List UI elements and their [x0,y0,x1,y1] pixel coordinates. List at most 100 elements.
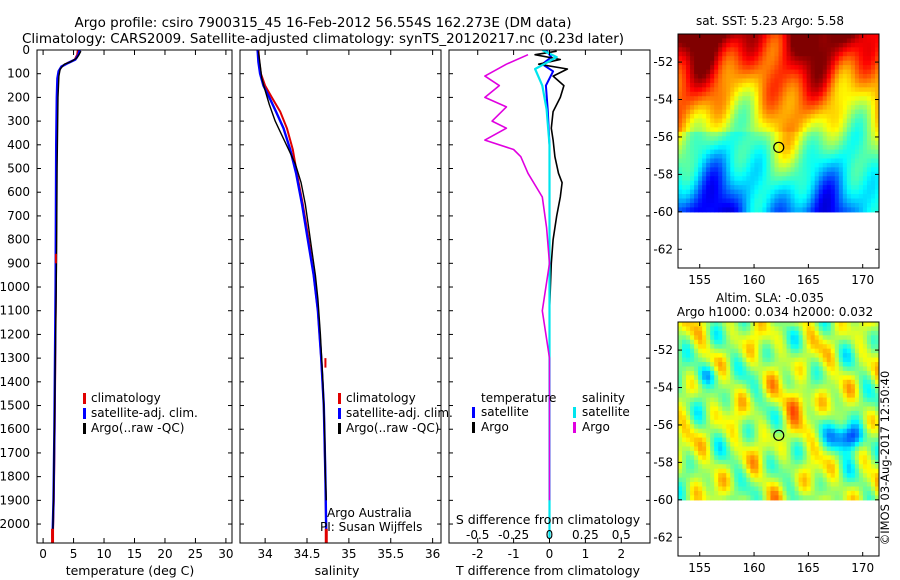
heatmap-cell [742,410,747,416]
heatmap-cell [790,194,796,200]
heatmap-cell [842,442,848,448]
heatmap-cell [690,34,695,40]
heatmap-cell [862,87,868,93]
heatmap-cell [706,202,711,208]
heatmap-cell [874,109,879,115]
heatmap-cell [734,38,739,44]
heatmap-cell [758,468,764,474]
heatmap-cell [710,495,715,501]
heatmap-cell [802,114,808,120]
heatmap-cell [874,176,879,182]
credit-team: Argo Australia [327,506,412,520]
heatmap-cell [798,51,804,57]
heatmap-cell [858,379,864,385]
heatmap-cell [730,446,735,452]
heatmap-cell [782,131,788,137]
heatmap-cell [834,202,840,208]
heatmap-cell [874,145,879,151]
heatmap-cell [686,375,691,381]
heatmap-cell [862,370,868,376]
heatmap-cell [678,176,683,182]
heatmap-cell [754,464,759,470]
heatmap-cell [686,393,691,399]
heatmap-cell [746,437,751,443]
heatmap-cell [798,114,804,120]
heatmap-cell [698,344,703,350]
heatmap-cell [838,406,844,412]
heatmap-cell [758,140,764,146]
heatmap-cell [754,388,759,394]
heatmap-cell [702,459,707,465]
heatmap-cell [854,154,860,160]
heatmap-cell [794,402,800,408]
heatmap-cell [730,428,735,434]
heatmap-cell [750,473,755,479]
heatmap-cell [730,490,735,496]
heatmap-cell [714,189,719,195]
heatmap-cell [726,384,731,390]
heatmap-cell [690,171,695,177]
heatmap-cell [858,482,864,488]
heatmap-cell [858,69,864,75]
heatmap-cell [702,428,707,434]
x-tick-label: 20 [157,547,172,561]
heatmap-cell [682,122,687,128]
heatmap-cell [798,194,804,200]
heatmap-cell [862,105,868,111]
heatmap-cell [858,34,864,40]
heatmap-cell [850,171,856,177]
heatmap-cell [834,339,840,345]
heatmap-cell [778,60,784,66]
heatmap-cell [830,162,836,168]
heatmap-cell [806,34,812,40]
heatmap-cell [726,202,731,208]
heatmap-cell [818,379,824,385]
heatmap-cell [698,370,703,376]
heatmap-cell [794,330,800,336]
heatmap-cell [734,109,739,115]
heatmap-cell [718,91,723,97]
heatmap-cell [778,82,784,88]
heatmap-cell [786,82,792,88]
heatmap-cell [682,176,687,182]
heatmap-cell [786,464,792,470]
heatmap-cell [678,42,683,48]
heatmap-cell [758,437,764,443]
heatmap-cell [830,145,836,151]
heatmap-cell [734,419,739,425]
heatmap-cell [682,473,687,479]
heatmap-cell [718,56,723,62]
heatmap-cell [826,322,832,328]
heatmap-cell [686,127,691,133]
heatmap-cell [774,473,780,479]
heatmap-cell [842,397,848,403]
heatmap-cell [806,486,812,492]
heatmap-cell [866,149,872,155]
heatmap-cell [826,167,832,173]
heatmap-cell [718,69,723,75]
heatmap-cell [810,437,816,443]
heatmap-cell [818,60,824,66]
heatmap-cell [834,459,840,465]
heatmap-cell [714,56,719,62]
heatmap-cell [858,424,864,430]
heatmap-cell [850,428,856,434]
heatmap-cell [798,149,804,155]
heatmap-cell [810,158,816,164]
heatmap-cell [810,185,816,191]
heatmap-cell [686,65,691,71]
heatmap-cell [762,65,768,71]
heatmap-cell [830,198,836,204]
heatmap-cell [730,442,735,448]
heatmap-cell [722,402,727,408]
heatmap-cell [742,490,747,496]
heatmap-cell [834,393,840,399]
heatmap-cell [742,65,747,71]
heatmap-cell [790,69,796,75]
heatmap-cell [738,379,743,385]
heatmap-cell [770,114,776,120]
heatmap-cell [806,362,812,368]
heatmap-cell [806,433,812,439]
heatmap-cell [754,330,759,336]
heatmap-cell [822,459,828,465]
